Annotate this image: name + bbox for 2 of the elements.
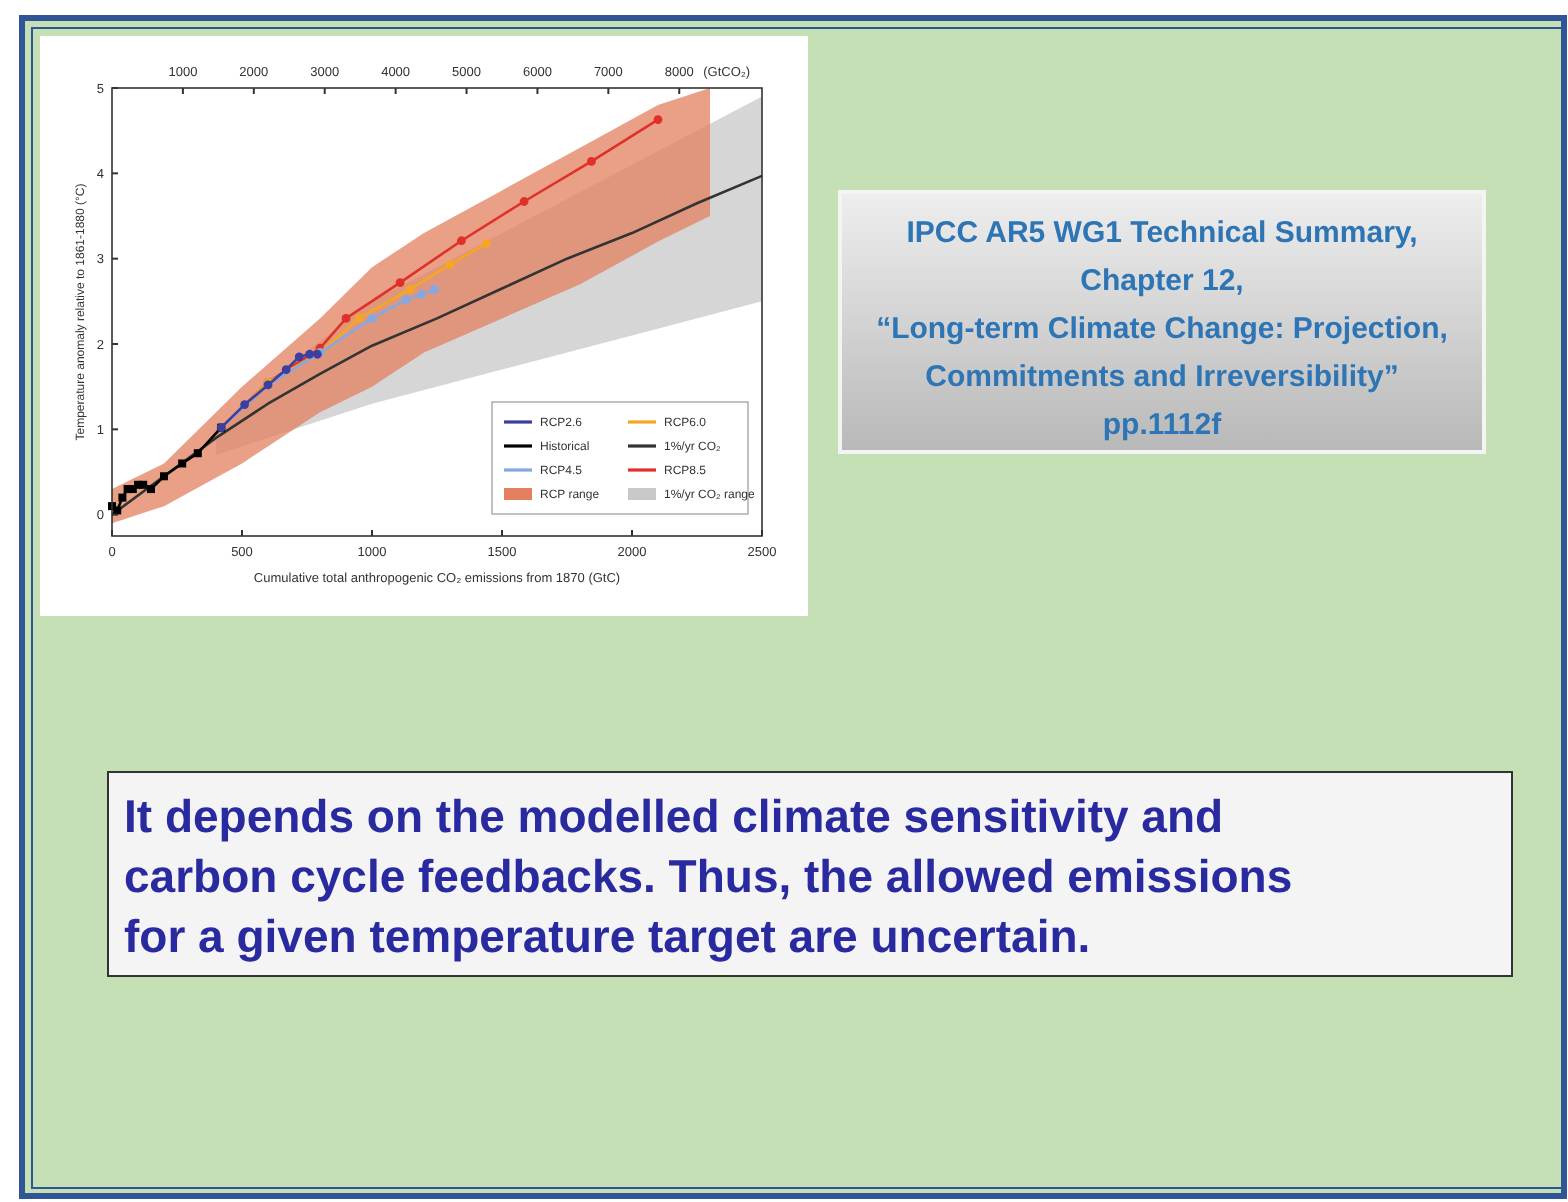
text: It depends on the modelled climate sensitivity and carbon cycle feedbacks. Thus, the allowed emissions for a given temperature target are uncertain. [124,790,1293,962]
text: IPCC AR5 WG1 Technical Summary, Chapter 12, “Long-term Climate Change: Projection, Commitments and Irreversibility” pp.1112f [876,216,1448,442]
